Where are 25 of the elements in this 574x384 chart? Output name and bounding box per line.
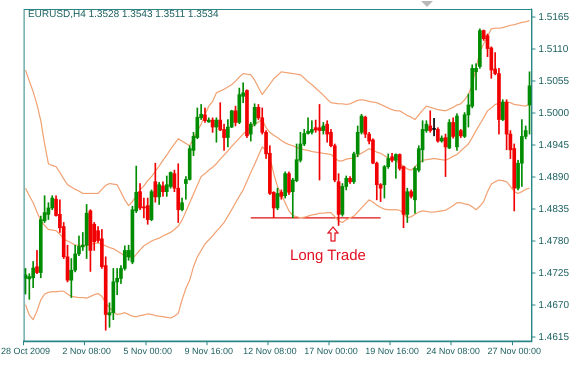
x-tick-label: 24 Nov 08:00 — [426, 346, 480, 356]
x-tick-label: 12 Nov 08:00 — [243, 346, 297, 356]
y-tick-label: 1.5000 — [538, 108, 570, 119]
x-tick-label: 2 Nov 08:00 — [62, 346, 111, 356]
y-tick-label: 1.4725 — [538, 268, 570, 279]
y-tick-label: 1.5110 — [538, 44, 569, 55]
y-tick-label: 1.5055 — [538, 76, 570, 87]
y-tick-label: 1.4670 — [538, 300, 570, 311]
x-tick-label: 28 Oct 2009 — [0, 346, 50, 356]
y-tick-label: 1.4945 — [538, 140, 570, 151]
x-tick-label: 17 Nov 00:00 — [304, 346, 358, 356]
candlestick — [318, 104, 322, 180]
y-tick-label: 1.5165 — [538, 12, 570, 23]
candlestick — [444, 134, 448, 177]
y-tick-label: 1.4890 — [538, 172, 570, 183]
x-tick-label: 27 Nov 00:00 — [487, 346, 542, 356]
annotation: Long Trade — [290, 247, 366, 264]
y-tick-label: 1.4780 — [538, 236, 570, 247]
candlestick — [432, 118, 436, 136]
chart-title: EURUSD,H4 1.3528 1.3543 1.3511 1.3534 — [28, 9, 219, 20]
x-tick-label: 9 Nov 16:00 — [184, 346, 234, 356]
x-tick-label: 19 Nov 16:00 — [365, 346, 419, 356]
y-tick-label: 1.4835 — [538, 204, 570, 215]
y-tick-label: 1.4615 — [538, 332, 570, 343]
x-tick-label: 5 Nov 00:00 — [123, 346, 172, 356]
